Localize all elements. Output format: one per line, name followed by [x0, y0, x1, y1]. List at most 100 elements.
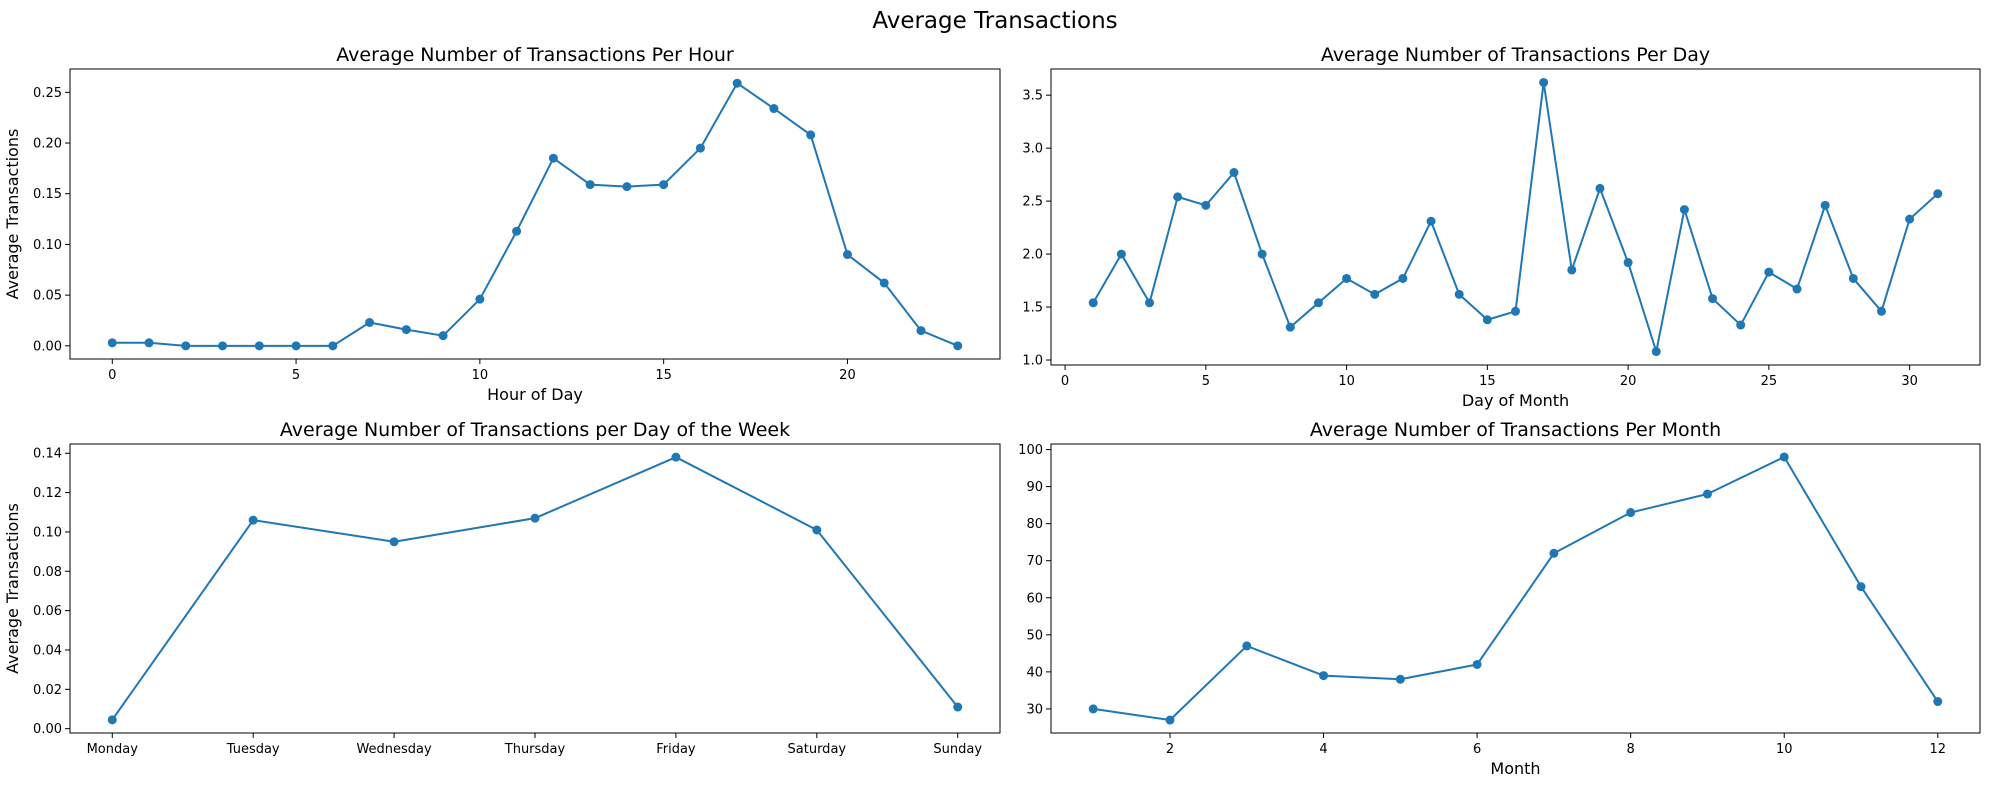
- data-point: [1792, 284, 1802, 294]
- data-point: [1933, 189, 1943, 199]
- x-tick-label: 10: [1776, 742, 1793, 757]
- data-point: [671, 452, 681, 462]
- panel-title: Average Number of Transactions Per Month: [1310, 419, 1721, 441]
- data-point: [1088, 298, 1098, 308]
- data-point: [1856, 582, 1866, 592]
- y-tick-label: 2.0: [1022, 248, 1043, 263]
- y-tick-label: 50: [1026, 628, 1043, 643]
- data-point: [953, 341, 963, 351]
- data-point: [328, 341, 338, 351]
- x-tick-label: Thursday: [504, 742, 566, 757]
- x-tick-label: Monday: [87, 742, 139, 757]
- data-point: [1116, 249, 1126, 259]
- panel-title: Average Number of Transactions per Day o…: [280, 419, 790, 441]
- axes-frame: [1050, 68, 1981, 366]
- data-point: [1482, 315, 1492, 325]
- data-point: [1370, 289, 1380, 299]
- data-point: [1779, 452, 1789, 462]
- data-point: [438, 331, 448, 341]
- data-point: [1313, 298, 1323, 308]
- data-point: [1165, 715, 1175, 725]
- data-point: [1848, 273, 1858, 283]
- data-point: [107, 715, 117, 725]
- data-point: [732, 78, 742, 88]
- series-line: [1093, 455, 1939, 722]
- x-axis-label: Day of Month: [1462, 391, 1569, 410]
- data-point: [1708, 294, 1718, 304]
- axes-frame: [69, 443, 1001, 734]
- axes-frame: [1050, 443, 1981, 734]
- x-tick-label: 20: [839, 368, 856, 383]
- y-tick-label: 0.10: [33, 525, 62, 540]
- y-tick-label: 0.08: [33, 565, 62, 580]
- y-tick-label: 0.10: [33, 238, 62, 253]
- panel-transactions-per-day: Average Number of Transactions Per Day 0 5…: [1022, 44, 1981, 410]
- series-line: [112, 82, 959, 347]
- data-point: [1229, 168, 1239, 177]
- data-point: [1651, 347, 1661, 357]
- data-point: [1426, 216, 1436, 226]
- x-tick-label: 15: [1479, 374, 1496, 389]
- data-point: [365, 318, 375, 327]
- data-point: [1549, 548, 1559, 558]
- data-point: [1398, 273, 1408, 283]
- data-point: [659, 180, 669, 190]
- y-tick-label: 0.20: [33, 137, 62, 152]
- data-point: [181, 341, 191, 351]
- x-tick-label: 0: [1061, 374, 1069, 389]
- data-point: [1319, 671, 1329, 681]
- x-tick-label: Saturday: [788, 742, 847, 757]
- data-point: [291, 341, 301, 351]
- panel-transactions-per-month: Average Number of Transactions Per Month…: [1018, 419, 1981, 778]
- data-point: [1088, 704, 1098, 714]
- y-tick-label: 1.5: [1022, 301, 1043, 316]
- data-point: [1626, 508, 1636, 518]
- data-point: [1567, 265, 1577, 275]
- x-tick-label: 4: [1319, 742, 1327, 757]
- y-tick-label: 1.0: [1022, 354, 1043, 369]
- data-point: [1173, 192, 1183, 202]
- y-tick-label: 0.15: [33, 187, 62, 202]
- data-point: [953, 702, 963, 712]
- x-tick-label: 12: [1929, 742, 1946, 757]
- data-point: [1905, 214, 1915, 224]
- data-point: [695, 143, 705, 153]
- data-point: [1623, 258, 1633, 268]
- x-tick-label: 8: [1627, 742, 1635, 757]
- series-line: [111, 456, 959, 721]
- x-tick-label: Friday: [656, 742, 696, 757]
- y-tick-label: 0.14: [33, 447, 62, 462]
- y-tick-label: 0.06: [33, 604, 62, 619]
- data-point: [548, 153, 558, 163]
- data-point: [1145, 298, 1155, 308]
- data-point: [585, 180, 595, 190]
- y-tick-label: 0.25: [33, 86, 62, 101]
- data-point: [622, 182, 632, 192]
- y-tick-label: 0.05: [33, 289, 62, 304]
- x-tick-label: 10: [472, 368, 489, 383]
- x-axis-label: Month: [1490, 759, 1540, 778]
- y-tick-label: 3.5: [1022, 89, 1043, 104]
- x-tick-label: 2: [1166, 742, 1174, 757]
- data-point: [1820, 200, 1830, 210]
- data-point: [512, 226, 522, 236]
- y-tick-label: 70: [1026, 554, 1043, 569]
- y-tick-label: 80: [1026, 517, 1043, 532]
- data-point: [1342, 273, 1352, 283]
- data-point: [1472, 659, 1482, 669]
- x-tick-label: 10: [1338, 374, 1355, 389]
- x-tick-label: 20: [1620, 374, 1637, 389]
- data-point: [1764, 267, 1774, 277]
- x-tick-label: 25: [1761, 374, 1778, 389]
- data-point: [1679, 205, 1689, 215]
- data-point: [769, 104, 779, 114]
- y-tick-label: 0.00: [33, 722, 62, 737]
- data-point: [401, 325, 411, 335]
- x-axis-label: Hour of Day: [487, 385, 583, 404]
- panel-title: Average Number of Transactions Per Hour: [336, 44, 734, 66]
- x-tick-label: 15: [655, 368, 672, 383]
- data-point: [1539, 77, 1549, 87]
- x-tick-label: 5: [1202, 374, 1210, 389]
- x-tick-label: 5: [292, 368, 300, 383]
